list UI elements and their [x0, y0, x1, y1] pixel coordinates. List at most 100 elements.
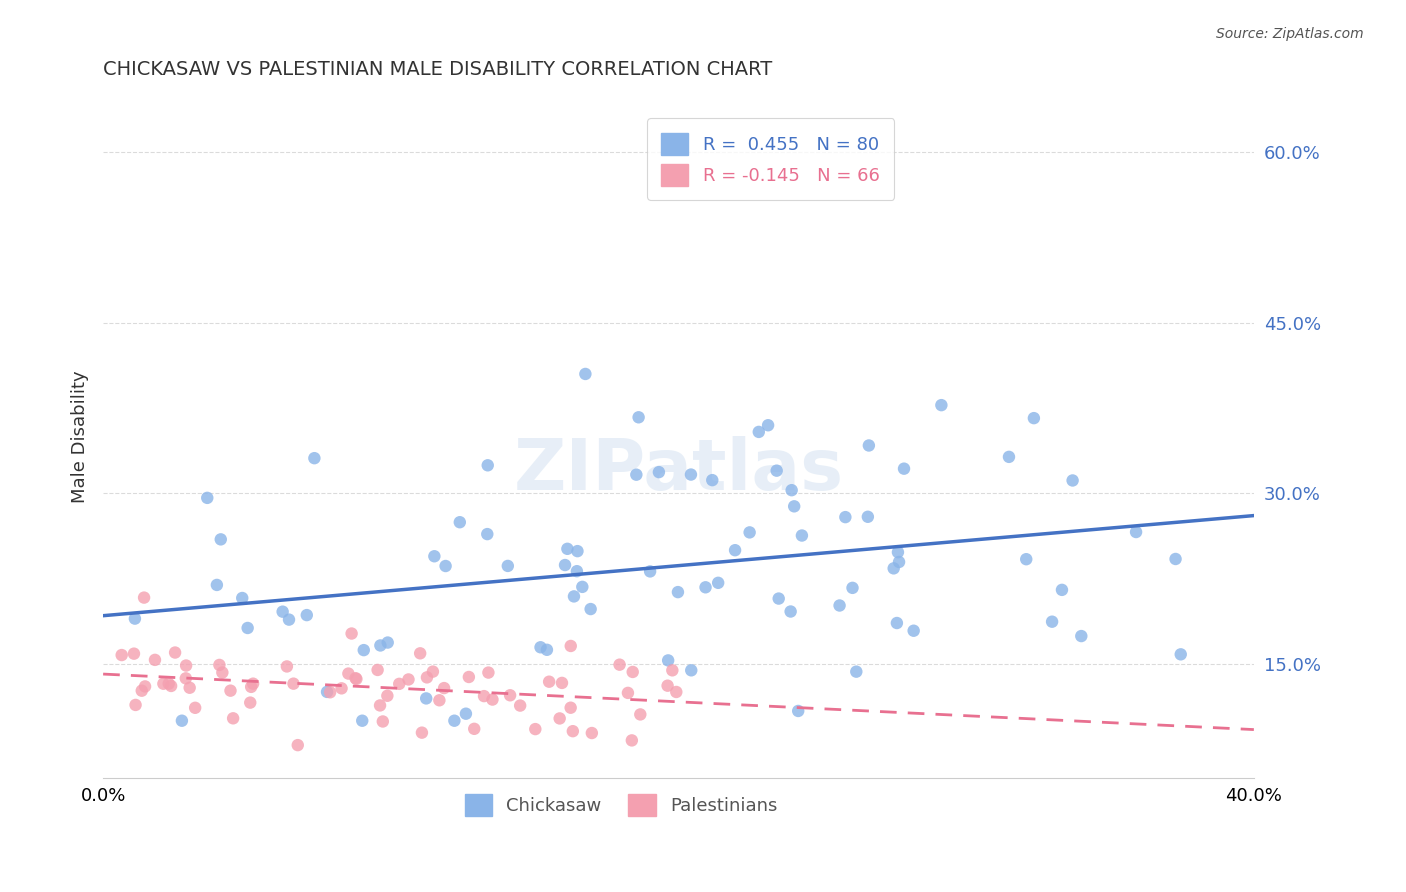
Point [454, 706, 477, 721]
Point [1070, 629, 1092, 643]
Point [222, 711, 245, 725]
Point [477, 527, 499, 541]
Point [276, 659, 298, 673]
Point [411, 725, 433, 739]
Point [499, 688, 522, 702]
Point [579, 602, 602, 616]
Y-axis label: Male Disability: Male Disability [72, 370, 89, 503]
Point [509, 698, 531, 713]
Point [170, 714, 193, 728]
Point [609, 657, 631, 672]
Point [304, 451, 326, 466]
Point [1040, 615, 1063, 629]
Point [538, 674, 561, 689]
Point [567, 544, 589, 558]
Point [834, 510, 856, 524]
Point [524, 722, 547, 736]
Point [998, 450, 1021, 464]
Point [1015, 552, 1038, 566]
Point [571, 580, 593, 594]
Point [887, 545, 910, 559]
Point [209, 533, 232, 547]
Point [565, 564, 588, 578]
Point [231, 591, 253, 605]
Point [679, 467, 702, 482]
Point [368, 698, 391, 713]
Point [787, 704, 810, 718]
Point [472, 689, 495, 703]
Point [319, 685, 342, 699]
Point [433, 681, 456, 695]
Point [756, 418, 779, 433]
Point [581, 726, 603, 740]
Point [416, 670, 439, 684]
Point [377, 689, 399, 703]
Point [208, 657, 231, 672]
Point [367, 663, 389, 677]
Point [434, 559, 457, 574]
Point [160, 679, 183, 693]
Point [422, 665, 444, 679]
Point [529, 640, 551, 655]
Point [122, 647, 145, 661]
Point [886, 615, 908, 630]
Point [657, 653, 679, 667]
Point [429, 693, 451, 707]
Point [423, 549, 446, 564]
Point [287, 738, 309, 752]
Point [1164, 552, 1187, 566]
Point [931, 398, 953, 412]
Point [205, 578, 228, 592]
Point [330, 681, 353, 696]
Point [560, 700, 582, 714]
Legend: Chickasaw, Palestinians: Chickasaw, Palestinians [457, 787, 785, 823]
Point [152, 676, 174, 690]
Point [337, 666, 360, 681]
Point [271, 605, 294, 619]
Point [131, 683, 153, 698]
Text: CHICKASAW VS PALESTINIAN MALE DISABILITY CORRELATION CHART: CHICKASAW VS PALESTINIAN MALE DISABILITY… [103, 60, 772, 78]
Point [278, 613, 301, 627]
Point [620, 733, 643, 747]
Point [236, 621, 259, 635]
Point [1050, 582, 1073, 597]
Point [352, 714, 374, 728]
Point [353, 643, 375, 657]
Point [283, 676, 305, 690]
Point [779, 605, 801, 619]
Point [858, 438, 880, 452]
Point [628, 707, 651, 722]
Point [648, 465, 671, 479]
Point [666, 585, 689, 599]
Point [621, 665, 644, 679]
Point [1125, 524, 1147, 539]
Point [724, 543, 747, 558]
Point [340, 626, 363, 640]
Point [124, 698, 146, 712]
Point [1022, 411, 1045, 425]
Point [242, 676, 264, 690]
Point [790, 528, 813, 542]
Point [657, 679, 679, 693]
Point [344, 672, 367, 686]
Point [179, 681, 201, 695]
Point [627, 410, 650, 425]
Point [768, 591, 790, 606]
Point [841, 581, 863, 595]
Point [661, 663, 683, 677]
Point [371, 714, 394, 729]
Point [124, 612, 146, 626]
Text: Source: ZipAtlas.com: Source: ZipAtlas.com [1216, 27, 1364, 41]
Point [443, 714, 465, 728]
Point [409, 646, 432, 660]
Point [481, 692, 503, 706]
Point [665, 685, 688, 699]
Point [134, 680, 156, 694]
Point [638, 565, 661, 579]
Point [748, 425, 770, 439]
Point [370, 639, 392, 653]
Point [449, 515, 471, 529]
Point [132, 591, 155, 605]
Point [887, 555, 910, 569]
Point [239, 696, 262, 710]
